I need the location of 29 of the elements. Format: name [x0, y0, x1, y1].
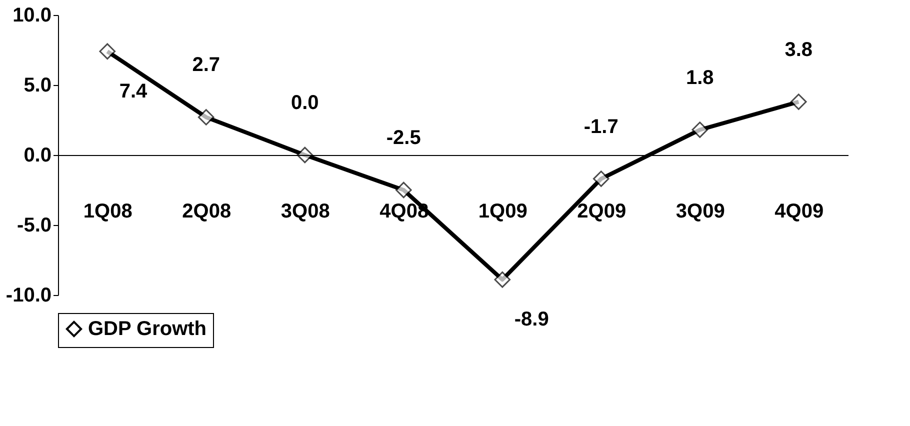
data-label: -2.5 — [386, 127, 421, 149]
legend-label: GDP Growth — [88, 318, 207, 340]
x-tick-label: 3Q09 — [676, 200, 725, 222]
point — [296, 146, 314, 164]
point — [692, 122, 708, 138]
y-tick-label: -10.0 — [6, 284, 52, 306]
x-tick-label: 4Q09 — [774, 200, 824, 222]
point — [99, 43, 116, 60]
point — [592, 170, 610, 187]
data-label: -1.7 — [584, 116, 618, 138]
x-tick-label: 3Q08 — [280, 200, 330, 222]
data-label: -8.9 — [514, 308, 549, 331]
x-tick-label: 2Q09 — [577, 200, 626, 222]
x-tick-label: 1Q08 — [83, 200, 132, 222]
data-label: 1.8 — [686, 66, 714, 89]
y-tick-label: 5.0 — [24, 74, 52, 96]
data-label: 0.0 — [290, 92, 319, 114]
data-label: 7.4 — [119, 80, 148, 102]
y-tick-label: -5.0 — [17, 214, 52, 236]
y-tick-label: 0.0 — [24, 144, 52, 166]
x-tick-label: 1Q09 — [478, 200, 528, 222]
point — [494, 271, 511, 288]
x-tick-label: 2Q08 — [182, 200, 232, 222]
data-label: 2.7 — [192, 54, 220, 76]
y-tick-label: 10.0 — [12, 4, 52, 26]
data-label: 3.8 — [784, 38, 813, 61]
point — [790, 94, 807, 110]
point — [395, 182, 412, 198]
point — [198, 109, 214, 126]
